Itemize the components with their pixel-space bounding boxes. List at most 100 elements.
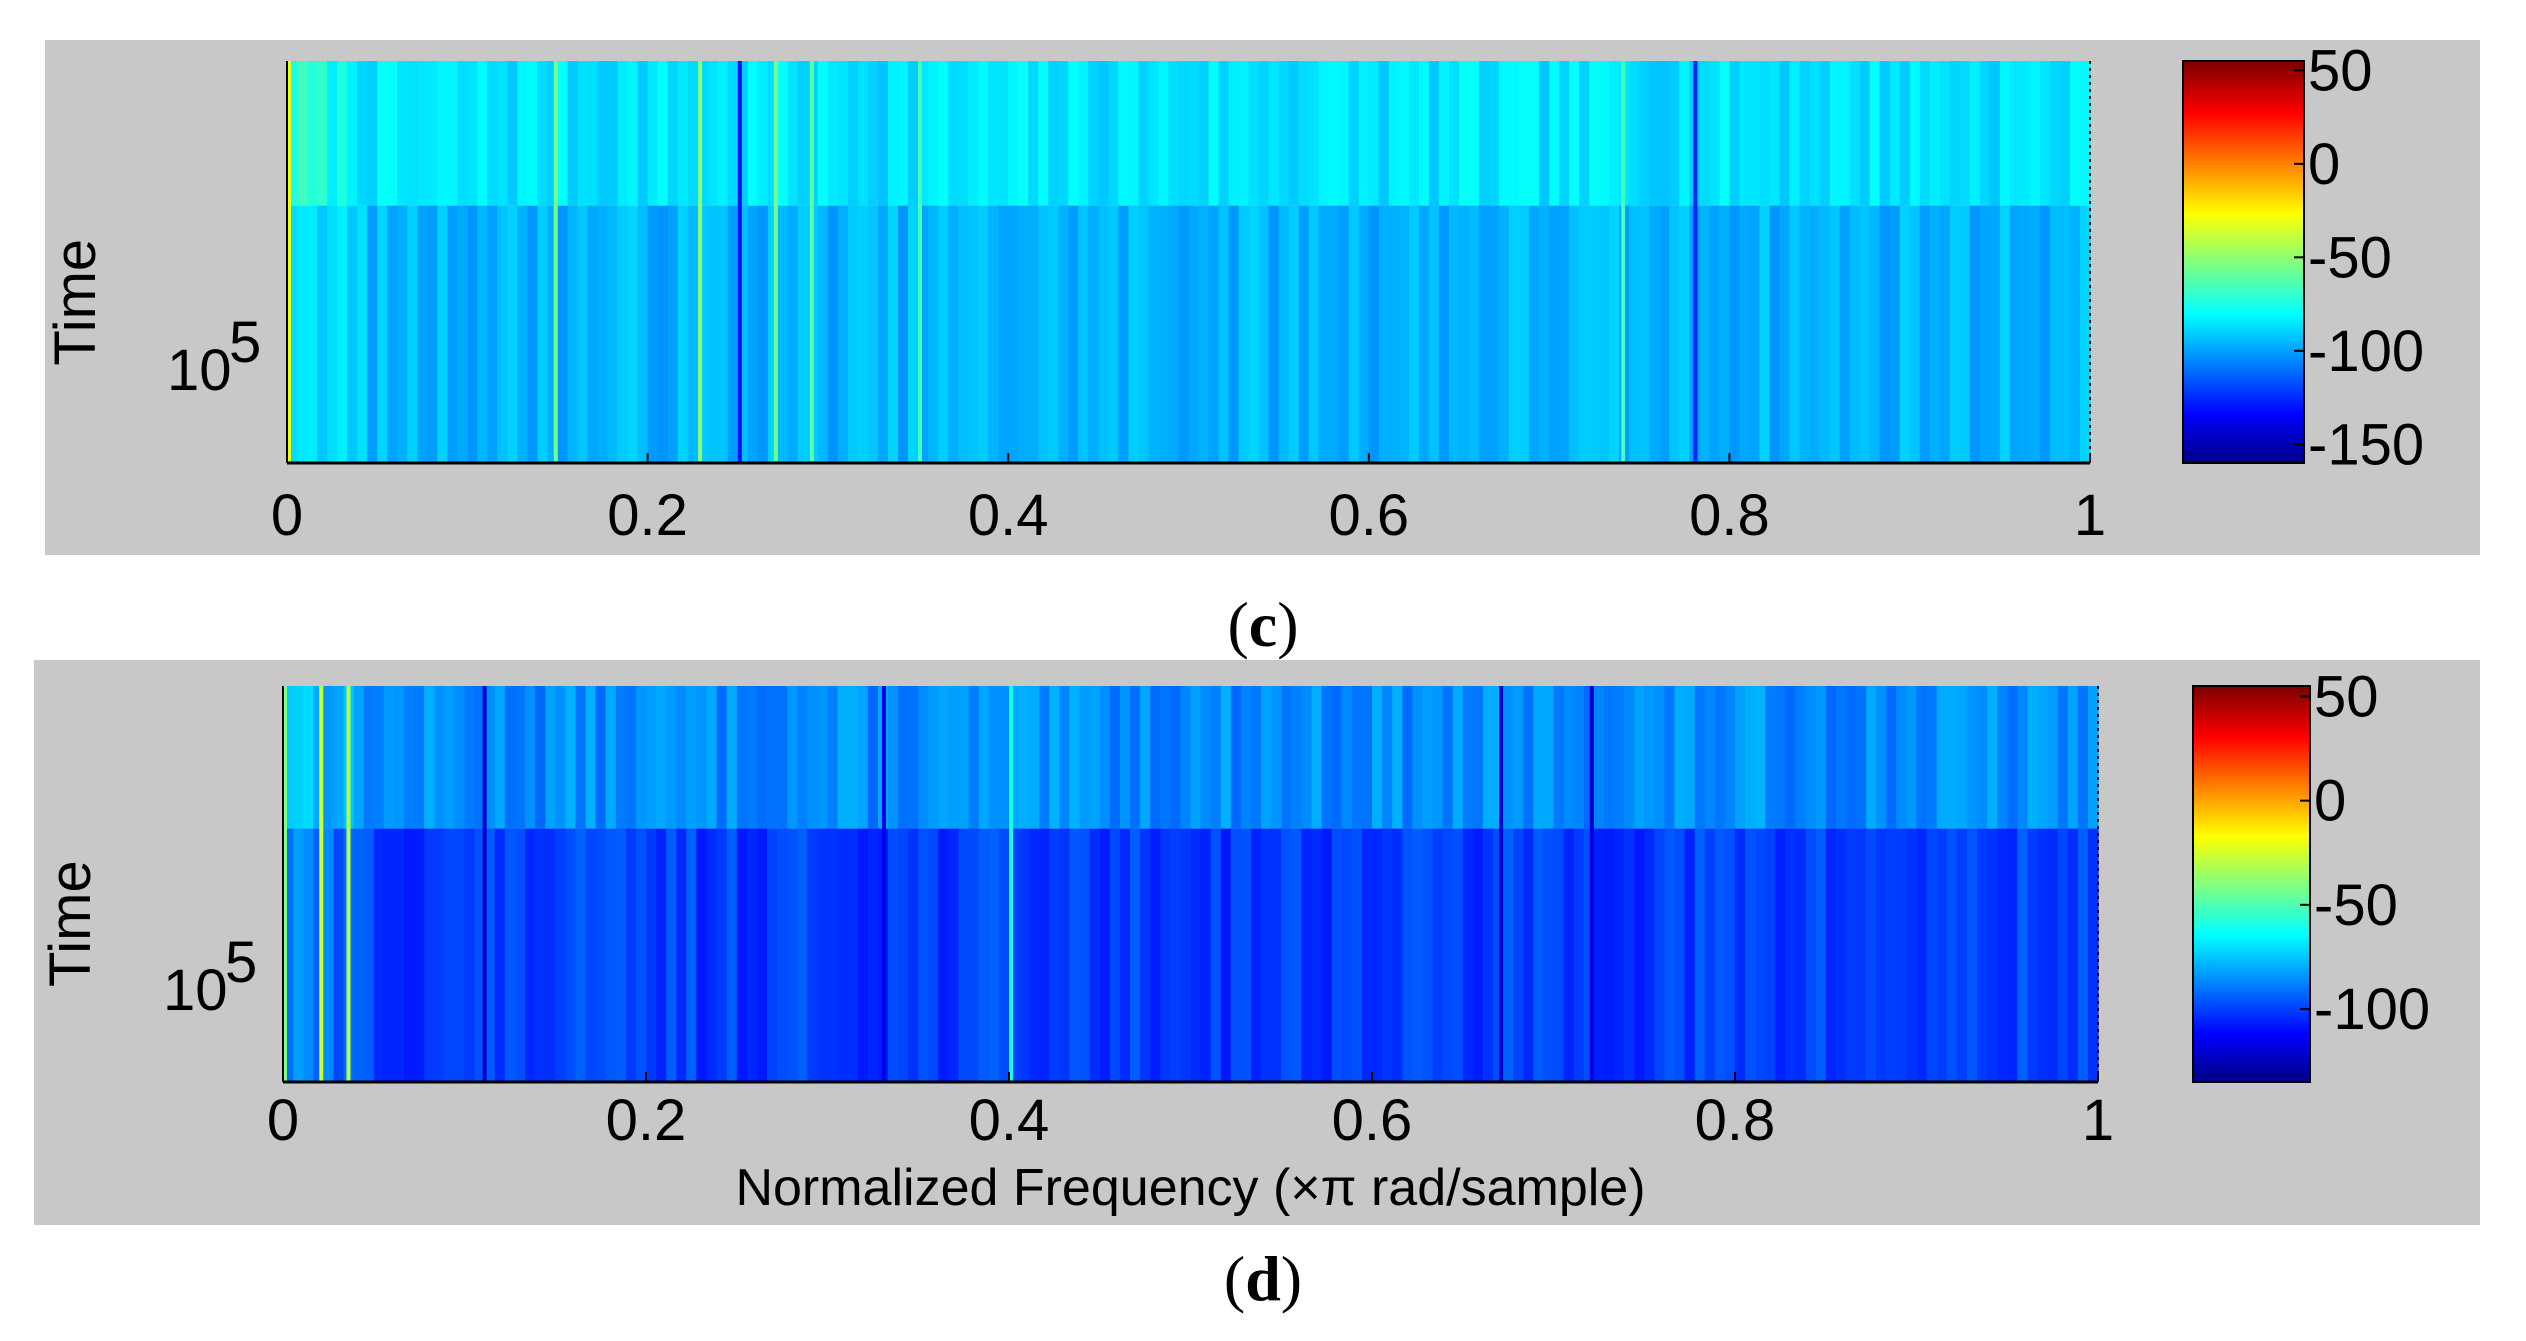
colorbar-segment xyxy=(2183,184,2304,190)
colorbar-segment xyxy=(2193,857,2310,862)
heatmap-cell xyxy=(1271,686,1282,829)
colorbar-segment xyxy=(2193,1052,2310,1057)
heatmap-cell xyxy=(407,61,418,206)
heatmap-cell xyxy=(918,828,929,1082)
colorbar-segment xyxy=(2193,1035,2310,1040)
heatmap-cell xyxy=(827,61,839,206)
heatmap-cell xyxy=(1392,828,1403,1082)
heatmap-cell xyxy=(908,828,919,1082)
heatmap-cell xyxy=(1845,686,1857,829)
heatmap-cell xyxy=(1573,686,1585,829)
colorbar-segment xyxy=(2183,215,2304,220)
heatmap-cell xyxy=(1583,686,1595,829)
heatmap-cell xyxy=(1402,686,1413,829)
heatmap-cell xyxy=(1879,205,1891,463)
heatmap-cell xyxy=(1089,828,1101,1082)
heatmap-cell xyxy=(2049,205,2061,463)
heatmap-cell xyxy=(337,61,348,206)
heatmap-cell xyxy=(2037,686,2049,829)
colorbar-segment xyxy=(2193,884,2310,889)
heatmap-cell xyxy=(1438,61,1450,206)
colorbar-segment xyxy=(2183,97,2304,102)
heatmap-cell xyxy=(1529,205,1540,463)
heatmap-cell xyxy=(557,205,569,463)
colorbar-segment xyxy=(2183,151,2304,156)
heatmap-cell xyxy=(1553,686,1565,829)
colorbar-segment xyxy=(2193,933,2310,938)
heatmap-cell xyxy=(707,61,719,206)
heatmap-cell xyxy=(1906,828,1918,1082)
heatmap-cell xyxy=(1799,61,1811,206)
heatmap-cell xyxy=(1170,828,1181,1082)
colorbar-segment xyxy=(2183,208,2304,213)
colorbar-segment xyxy=(2183,402,2304,407)
heatmap-cell xyxy=(1238,61,1250,206)
heatmap-cell xyxy=(1321,828,1333,1082)
heatmap-cell xyxy=(1523,828,1534,1082)
colorbar-segment xyxy=(2183,121,2304,126)
heatmap-cell xyxy=(1499,61,1510,206)
heatmap-cell xyxy=(928,686,939,829)
heatmap-cell xyxy=(948,686,960,829)
heatmap-cell xyxy=(1896,828,1907,1082)
heatmap-cell xyxy=(1936,828,1948,1082)
heatmap-cell xyxy=(1539,205,1550,463)
heatmap-cell xyxy=(2080,205,2091,463)
heatmap-cell xyxy=(477,61,488,206)
heatmap-cell xyxy=(1899,61,1911,206)
heatmap-cell xyxy=(938,205,949,463)
heatmap-cell xyxy=(676,828,687,1082)
heatmap-cell xyxy=(817,686,829,829)
heatmap-cell xyxy=(1809,61,1821,206)
heatmap-cell xyxy=(437,205,448,463)
colorbar-segment xyxy=(2183,104,2304,109)
heatmap-cell xyxy=(1779,61,1791,206)
heatmap-cell xyxy=(424,828,435,1082)
heatmap-cell xyxy=(303,686,314,829)
heatmap-cell xyxy=(647,61,659,206)
heatmap-cell xyxy=(1493,686,1504,829)
y-tick-label: 10 xyxy=(167,338,232,403)
heatmap-cell xyxy=(2059,205,2071,463)
heatmap-cell xyxy=(1079,828,1091,1082)
heatmap-cell xyxy=(888,686,899,829)
heatmap-cell xyxy=(1438,205,1450,463)
heatmap-cell xyxy=(2029,61,2041,206)
heatmap-cell xyxy=(1704,686,1716,829)
colorbar-segment xyxy=(2193,742,2310,747)
colorbar-segment xyxy=(2183,272,2304,277)
colorbar-segment xyxy=(2183,302,2304,307)
colorbar-segment xyxy=(2193,880,2310,885)
heatmap-cell xyxy=(827,828,839,1082)
heatmap-stripe xyxy=(698,61,703,463)
colorbar-segment xyxy=(2193,1075,2310,1080)
heatmap-cell xyxy=(447,205,458,463)
heatmap-cell xyxy=(404,686,415,829)
colorbar-segment xyxy=(2183,245,2304,250)
colorbar-segment xyxy=(2193,907,2310,912)
heatmap-cell xyxy=(1230,828,1242,1082)
heatmap-cell xyxy=(1899,205,1911,463)
colorbar-segment xyxy=(2193,920,2310,925)
heatmap-cell xyxy=(1775,828,1786,1082)
colorbar-segment xyxy=(2183,426,2304,431)
panel-caption: (d) xyxy=(1224,1243,1302,1314)
heatmap-cell xyxy=(1311,686,1323,829)
heatmap-cell xyxy=(1358,205,1370,463)
colorbar-segment xyxy=(2193,897,2310,902)
heatmap-cell xyxy=(1866,828,1877,1082)
heatmap-cell xyxy=(377,61,388,206)
heatmap-cell xyxy=(867,828,879,1082)
heatmap-cell xyxy=(545,686,556,829)
heatmap-stripe xyxy=(737,61,742,463)
heatmap-cell xyxy=(1549,205,1560,463)
heatmap-cell xyxy=(1028,61,1039,206)
colorbar-segment xyxy=(2183,365,2304,370)
heatmap-cell xyxy=(1869,61,1881,206)
heatmap-cell xyxy=(1684,828,1696,1082)
heatmap-cell xyxy=(1849,61,1861,206)
heatmap-cell xyxy=(1029,828,1040,1082)
colorbar-segment xyxy=(2193,765,2310,770)
heatmap-cell xyxy=(1059,828,1071,1082)
heatmap-cell xyxy=(1679,61,1690,206)
